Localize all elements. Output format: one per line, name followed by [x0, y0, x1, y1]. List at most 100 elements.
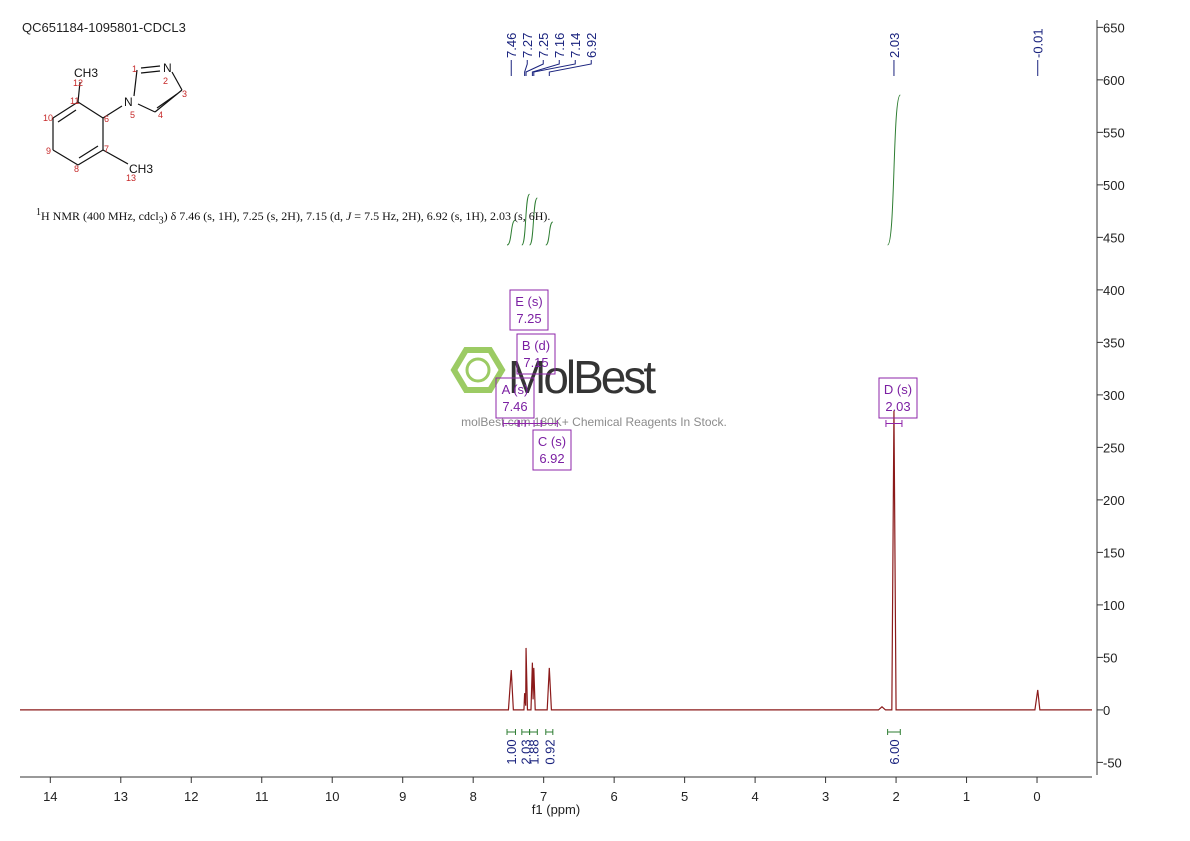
- x-tick-label: 10: [325, 789, 339, 804]
- multiplet-bracket: [540, 420, 558, 427]
- integral-label: 2.03: [519, 739, 534, 764]
- y-tick-label: 250: [1103, 440, 1125, 455]
- y-tick-label: 650: [1103, 20, 1125, 35]
- spectrum-line: [20, 410, 1092, 711]
- x-tick-label: 8: [470, 789, 477, 804]
- integral-bracket: [521, 729, 531, 735]
- description-text: 3: [158, 215, 164, 227]
- atom-number: 4: [158, 110, 163, 120]
- atom-label: N: [163, 61, 172, 75]
- y-tick-label: 350: [1103, 335, 1125, 350]
- integral-label: 1.00: [504, 739, 519, 764]
- chart-title: QC651184-1095801-CDCL3: [22, 20, 186, 35]
- atom-number: 7: [104, 144, 109, 154]
- description-text: = 7.5 Hz, 2H), 6.92 (s, 1H), 2.03 (s, 6H…: [351, 209, 551, 223]
- x-tick-label: 9: [399, 789, 406, 804]
- peak-connector: [524, 60, 528, 76]
- structure-bonds: [52, 65, 183, 166]
- multiplet-bracket: [885, 420, 903, 427]
- atom-number: 5: [130, 110, 135, 120]
- multiplet-box: [495, 377, 535, 419]
- integral-bracket: [529, 729, 538, 735]
- atom-number: 1: [132, 64, 137, 74]
- y-tick-label: 150: [1103, 545, 1125, 560]
- x-tick-label: 4: [751, 789, 758, 804]
- atom-number: 11: [70, 96, 79, 106]
- x-tick-label: 6: [611, 789, 618, 804]
- peak-connector: [533, 60, 576, 76]
- integral-label: 0.92: [542, 739, 557, 764]
- peak-label: 2.03: [887, 33, 902, 58]
- multiplet-shift: 6.92: [539, 451, 564, 466]
- peak-label: -0.01: [1031, 28, 1046, 58]
- x-tick-label: 0: [1033, 789, 1040, 804]
- integral-curve: [545, 221, 554, 246]
- y-tick-label: -50: [1103, 755, 1122, 770]
- peak-connector: [525, 60, 544, 76]
- y-tick-label: 200: [1103, 493, 1125, 508]
- atom-label: N: [124, 95, 133, 109]
- multiplet-bracket: [502, 420, 520, 427]
- atom-number: 10: [43, 113, 53, 123]
- atom-number: 6: [104, 114, 109, 124]
- x-tick-label: 5: [681, 789, 688, 804]
- multiplet-shift: 7.46: [502, 399, 527, 414]
- description-text: H NMR (400 MHz, cdcl: [41, 209, 159, 223]
- y-tick-label: 600: [1103, 73, 1125, 88]
- x-tick-label: 11: [255, 789, 269, 804]
- multiplet-shift: 7.15: [523, 355, 548, 370]
- peak-label: 7.46: [504, 33, 519, 58]
- peak-label: 7.27: [520, 33, 535, 58]
- integral-label: 1.88: [526, 739, 541, 764]
- atom-label: CH3: [74, 66, 98, 80]
- y-tick-label: 400: [1103, 283, 1125, 298]
- atom-number: 9: [46, 146, 51, 156]
- y-tick-label: 0: [1103, 703, 1110, 718]
- multiplet-shift: 7.25: [516, 311, 541, 326]
- peak-connector: [548, 60, 592, 76]
- multiplet-box: [878, 377, 918, 419]
- watermark-logo: MolBest: [508, 351, 656, 403]
- integral-label: 6.00: [887, 739, 902, 764]
- x-tick-label: 3: [822, 789, 829, 804]
- peak-label: 7.16: [552, 33, 567, 58]
- multiplet-name: D (s): [884, 382, 912, 397]
- y-tick-label: 300: [1103, 388, 1125, 403]
- x-tick-label: 12: [184, 789, 198, 804]
- integral-bracket: [887, 729, 901, 735]
- watermark-tagline: molBest.com 180K+ Chemical Reagents In S…: [461, 415, 727, 429]
- multiplet-shift: 2.03: [885, 399, 910, 414]
- atom-number: 12: [73, 78, 83, 88]
- watermark-logo-mark: [450, 347, 506, 393]
- y-tick-label: 500: [1103, 178, 1125, 193]
- integral-bracket: [545, 729, 554, 735]
- y-tick-label: 100: [1103, 598, 1125, 613]
- y-tick-label: 450: [1103, 230, 1125, 245]
- integral-bracket: [506, 729, 516, 735]
- peak-label: 7.14: [568, 33, 583, 58]
- x-tick-label: 14: [43, 789, 57, 804]
- atom-number: 3: [182, 89, 187, 99]
- multiplet-name: E (s): [515, 294, 542, 309]
- multiplet-box: [509, 289, 549, 331]
- atom-label: CH3: [129, 162, 153, 176]
- description-text: 1: [36, 207, 41, 218]
- watermark: MolBest molBest.com 180K+ Chemical Reage…: [450, 347, 727, 429]
- integral-curve: [506, 219, 516, 246]
- integral-curve: [887, 94, 901, 246]
- peak-label: 6.92: [584, 33, 599, 58]
- x-tick-label: 13: [114, 789, 128, 804]
- atom-number: 8: [74, 164, 79, 174]
- x-tick-label: 1: [963, 789, 970, 804]
- peak-connector: [531, 60, 560, 76]
- description: 1H NMR (400 MHz, cdcl3) δ 7.46 (s, 1H), …: [36, 204, 596, 229]
- x-tick-label: 2: [892, 789, 899, 804]
- multiplet-box: [532, 429, 572, 471]
- multiplet-box: [516, 333, 556, 375]
- multiplet-name: B (d): [522, 338, 550, 353]
- peak-label: 7.25: [536, 33, 551, 58]
- description-text: J: [345, 209, 352, 223]
- x-axis-label: f1 (ppm): [532, 802, 580, 817]
